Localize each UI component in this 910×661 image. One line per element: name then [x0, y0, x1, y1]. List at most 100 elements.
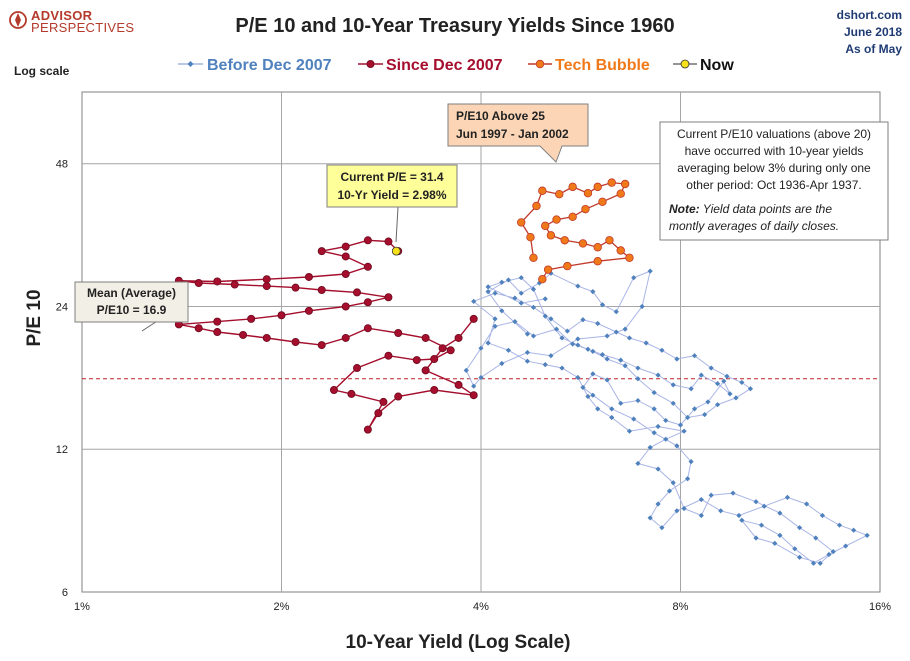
before-point: [580, 317, 586, 323]
tech-point: [526, 232, 535, 242]
before-point: [559, 335, 565, 341]
note-line5-text: Yield data points are the: [700, 202, 833, 216]
before-point: [590, 392, 596, 398]
logo-line2: PERSPECTIVES: [31, 20, 134, 35]
note-box: Current P/E10 valuations (above 20) have…: [659, 121, 889, 241]
before-point: [499, 308, 505, 314]
before-point: [542, 361, 548, 368]
since-point: [363, 236, 372, 245]
since-point: [291, 283, 300, 292]
note-line4: other period: Oct 1936-Apr 1937.: [686, 178, 861, 192]
before-point: [595, 320, 601, 327]
since-point: [341, 302, 350, 311]
before-point: [739, 517, 745, 523]
before-point: [718, 508, 724, 514]
before-point: [599, 352, 606, 358]
before-point: [647, 268, 653, 274]
before-point: [681, 428, 687, 434]
since-point: [430, 385, 439, 394]
before-point: [792, 546, 798, 552]
since-point: [384, 351, 393, 360]
mean-label-line2: P/E10 = 16.9: [97, 303, 167, 317]
since-point: [213, 317, 222, 326]
since-point: [469, 314, 478, 323]
before-point: [708, 492, 714, 498]
note-label: Note:: [669, 202, 700, 216]
current-pe-line2: 10-Yr Yield = 2.98%: [337, 188, 446, 202]
before-point: [796, 525, 803, 531]
y-tick-label: 48: [56, 159, 68, 171]
tech-point: [532, 201, 541, 211]
before-point: [670, 382, 676, 388]
before-point: [674, 508, 680, 514]
before-point: [570, 341, 576, 347]
tech-point: [578, 239, 588, 248]
x-tick-label: 2%: [274, 601, 290, 613]
since-point: [247, 314, 256, 323]
before-point: [714, 381, 721, 387]
before-point: [548, 270, 554, 276]
before-point: [485, 288, 491, 295]
since-point: [213, 328, 222, 337]
before-point: [836, 522, 843, 528]
before-point: [575, 374, 581, 381]
before-point: [830, 549, 836, 555]
before-point: [631, 275, 637, 281]
tick-labels: 1% 2% 4% 8% 16% 6 12 24 48: [56, 159, 891, 613]
before-point: [691, 353, 698, 359]
before-point: [663, 417, 669, 424]
before-point: [753, 535, 759, 541]
since-point: [317, 247, 326, 256]
before-point: [817, 560, 823, 566]
before-point: [777, 510, 783, 516]
since-point: [341, 270, 350, 279]
legend: Before Dec 2007 Since Dec 2007 Tech Bubb…: [178, 57, 734, 74]
since-point: [454, 380, 463, 389]
since-point: [291, 337, 300, 346]
since-point: [363, 324, 372, 333]
note-line1: Current P/E10 valuations (above 20): [677, 127, 871, 141]
before-point: [585, 346, 591, 352]
before-point: [714, 402, 721, 408]
before-point: [626, 428, 633, 434]
before-point: [677, 422, 684, 428]
source-site: dshort.com: [837, 8, 902, 22]
before-point: [688, 459, 694, 465]
tech-point: [541, 221, 550, 231]
before-point: [518, 290, 524, 296]
before-point: [810, 560, 817, 566]
before-point: [542, 296, 548, 302]
before-point: [548, 353, 554, 359]
tech-point: [616, 189, 625, 198]
before-point: [727, 391, 733, 397]
before-point: [631, 416, 637, 422]
before-point: [626, 335, 633, 341]
legend-before-label: Before Dec 2007: [207, 57, 332, 74]
note-line6: montly averages of daily closes.: [669, 219, 839, 233]
tech-point: [538, 275, 547, 284]
mean-callout: Mean (Average) P/E10 = 16.9: [74, 281, 189, 332]
since-point: [454, 333, 463, 342]
before-point: [485, 340, 491, 346]
before-point: [843, 543, 849, 549]
before-point: [512, 295, 518, 301]
current-pe-callout: Current P/E = 31.4 10-Yr Yield = 2.98%: [326, 164, 458, 243]
tech-point: [620, 179, 630, 189]
since-point: [341, 242, 350, 251]
before-point: [548, 316, 554, 322]
source-date: June 2018: [844, 25, 902, 39]
before-point: [595, 406, 601, 412]
before-point: [784, 494, 791, 500]
before-point: [670, 480, 676, 486]
y-scale-note: Log scale: [14, 64, 70, 78]
before-point: [524, 331, 531, 337]
before-point: [618, 357, 624, 363]
before-point: [702, 411, 708, 418]
since-point: [317, 286, 326, 295]
before-point: [485, 284, 491, 290]
before-point: [635, 460, 641, 467]
before-point: [505, 347, 512, 353]
before-point: [530, 304, 537, 310]
before-point: [655, 423, 661, 430]
before-point: [819, 512, 826, 519]
